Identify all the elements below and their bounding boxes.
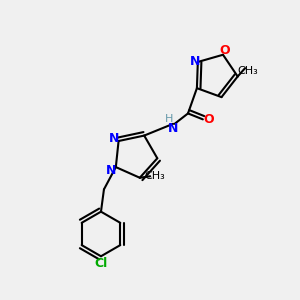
Text: O: O [219,44,230,57]
Text: H: H [164,114,173,124]
Text: N: N [168,122,178,135]
Text: CH₃: CH₃ [238,65,258,76]
Text: CH₃: CH₃ [144,171,165,181]
Text: N: N [190,56,200,68]
Text: N: N [109,132,119,145]
Text: N: N [106,164,117,177]
Text: O: O [203,113,214,126]
Text: Cl: Cl [94,257,108,270]
